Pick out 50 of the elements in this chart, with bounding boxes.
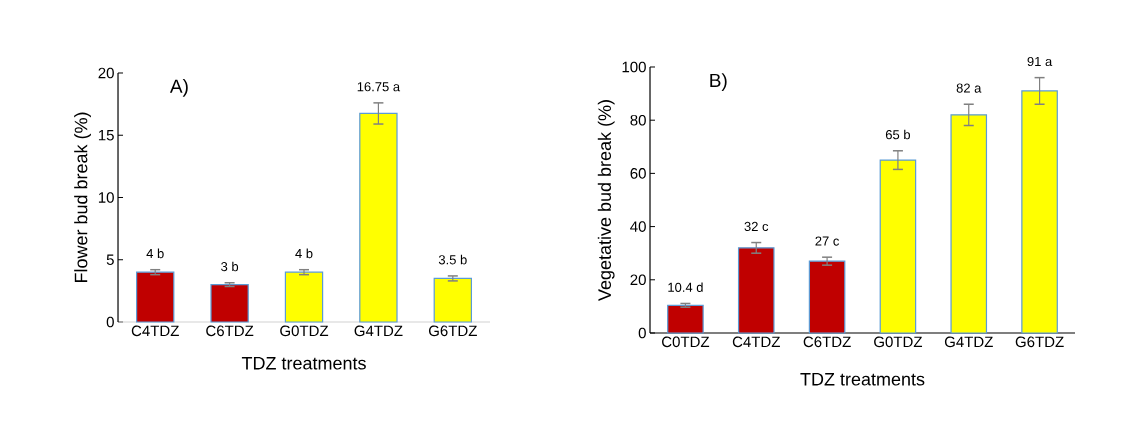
data-label: 10.4 d [668,282,703,292]
x-tick-label: G4TDZ [944,336,993,348]
y-tick-label: 20 [98,67,114,79]
data-label: 3 b [221,261,239,272]
y-tick-label: 40 [630,221,646,232]
bar [1021,90,1058,334]
bar [950,114,988,334]
bar [737,247,775,334]
bar [667,304,704,334]
chart-title: B) [710,73,727,91]
data-label: 32 c [744,221,769,232]
bar [284,271,324,323]
data-label: 65 b [885,129,911,140]
x-tick-label: G4TDZ [354,325,403,337]
y-tick-label: 5 [106,254,114,265]
data-label: 16.75 a [357,82,401,92]
data-label: 3.5 b [438,254,467,265]
x-tick-label: G0TDZ [874,336,923,348]
x-tick-label: G0TDZ [280,325,329,337]
x-axis-title: TDZ treatments [241,357,366,370]
bar [433,277,473,323]
bar [210,284,249,323]
bar [136,271,175,323]
bar [808,260,846,334]
x-axis-title: TDZ treatments [800,373,925,386]
bar [879,159,917,334]
y-tick-label: 10 [98,192,114,203]
y-tick-label: 0 [638,327,646,339]
x-tick-label: C0TDZ [662,336,710,348]
data-label: 4 b [146,248,164,259]
y-tick-label: 100 [622,61,646,73]
bar [359,112,398,323]
x-tick-label: C6TDZ [803,336,851,348]
y-tick-label: 20 [630,274,646,286]
y-tick-label: 60 [630,168,646,179]
x-tick-label: G6TDZ [428,325,477,337]
data-label: 91 a [1027,56,1053,67]
x-tick-label: C4TDZ [131,325,179,337]
y-axis-title: Vegetative bud break (%) [597,100,615,301]
chart-title: A) [169,79,188,97]
data-label: 27 c [815,236,840,246]
x-tick-label: C6TDZ [206,325,254,337]
data-label: 82 a [956,83,982,93]
y-tick-label: 15 [98,130,114,141]
y-tick-label: 0 [106,316,114,328]
y-axis-title: Flower bud break (%) [74,112,91,283]
y-tick-label: 80 [630,114,646,126]
data-label: 4 b [295,248,313,259]
x-tick-label: C4TDZ [732,336,780,348]
x-tick-label: G6TDZ [1015,336,1064,348]
